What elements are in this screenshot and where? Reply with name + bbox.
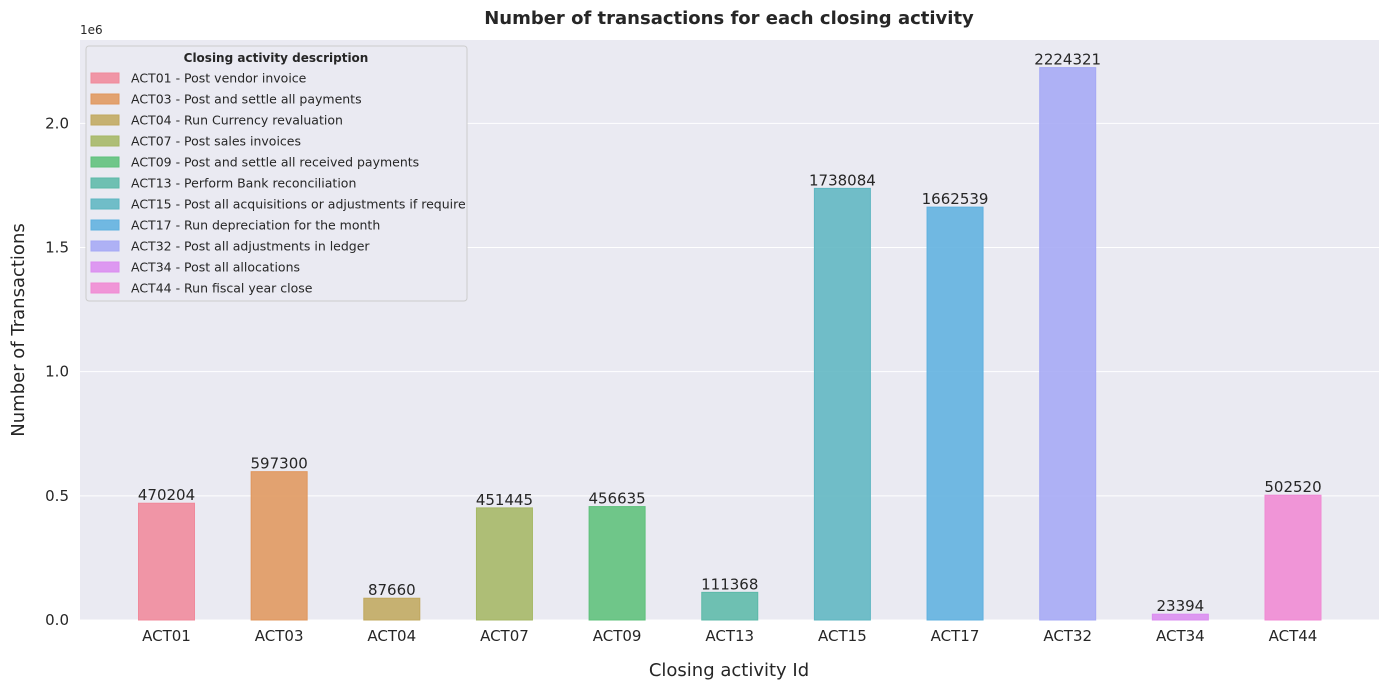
bar-act03 xyxy=(250,471,308,621)
bar-value-label: 597300 xyxy=(251,455,308,473)
x-axis-label: Closing activity Id xyxy=(649,660,809,681)
x-tick-label: ACT34 xyxy=(1156,627,1205,645)
legend-title: Closing activity description xyxy=(184,51,369,65)
bar-act09 xyxy=(588,506,646,621)
y-tick-label: 1.0 xyxy=(45,363,69,381)
legend: Closing activity description ACT01 - Pos… xyxy=(85,45,468,302)
x-tick-labels: ACT01 ACT03 ACT04 ACT07 ACT09 ACT13 ACT15 ACT17… xyxy=(142,627,1317,645)
y-tick-label: 0.0 xyxy=(45,611,69,629)
legend-swatch xyxy=(90,282,120,294)
legend-entry-label: ACT13 - Perform Bank reconciliation xyxy=(131,176,356,191)
x-tick-label: ACT04 xyxy=(367,627,416,645)
bar-value-label: 502520 xyxy=(1264,478,1321,496)
y-scale-exponent-label: 1e6 xyxy=(80,23,103,37)
legend-swatch xyxy=(90,135,120,147)
legend-entries: ACT01 - Post vendor invoice ACT03 - Post … xyxy=(90,71,466,296)
bar-value-label: 1738084 xyxy=(809,171,876,189)
bar-value-labels: 470204 597300 87660 451445 456635 111368 17380… xyxy=(138,51,1322,616)
legend-entry-label: ACT03 - Post and settle all payments xyxy=(131,92,362,107)
x-tick-label: ACT17 xyxy=(931,627,980,645)
legend-swatch xyxy=(90,219,120,231)
x-tick-label: ACT32 xyxy=(1043,627,1092,645)
y-tick-label: 1.5 xyxy=(45,238,69,256)
bar-value-label: 470204 xyxy=(138,486,195,504)
legend-swatch xyxy=(90,93,120,105)
legend-entry-label: ACT07 - Post sales invoices xyxy=(131,134,301,149)
legend-entry-label: ACT15 - Post all acquisitions or adjustm… xyxy=(131,197,466,212)
bar-value-label: 87660 xyxy=(368,581,416,599)
bar-act44 xyxy=(1264,494,1322,621)
bar-act34 xyxy=(1151,613,1209,621)
legend-entry-label: ACT09 - Post and settle all received pay… xyxy=(131,155,419,170)
legend-swatch xyxy=(90,156,120,168)
bar-act17 xyxy=(926,206,984,621)
legend-entry-label: ACT44 - Run fiscal year close xyxy=(131,281,313,296)
bar-value-label: 23394 xyxy=(1156,597,1204,615)
x-tick-label: ACT07 xyxy=(480,627,529,645)
bar-act15 xyxy=(813,187,871,621)
bar-value-label: 2224321 xyxy=(1034,51,1101,69)
bars xyxy=(138,67,1322,621)
x-tick-label: ACT03 xyxy=(255,627,304,645)
bar-value-label: 1662539 xyxy=(922,190,989,208)
bar-value-label: 451445 xyxy=(476,491,533,509)
legend-entry-label: ACT04 - Run Currency revaluation xyxy=(131,113,343,128)
bar-value-label: 456635 xyxy=(588,490,645,508)
bar-act07 xyxy=(475,507,533,621)
legend-entry-label: ACT32 - Post all adjustments in ledger xyxy=(131,239,370,254)
x-tick-label: ACT15 xyxy=(818,627,867,645)
legend-entry-label: ACT01 - Post vendor invoice xyxy=(131,71,307,86)
legend-swatch xyxy=(90,198,120,210)
bar-act04 xyxy=(363,597,421,621)
y-axis-label: Number of Transactions xyxy=(8,223,29,436)
x-tick-label: ACT44 xyxy=(1269,627,1318,645)
chart-title: Number of transactions for each closing … xyxy=(484,8,974,29)
bar-act01 xyxy=(138,502,195,621)
legend-swatch xyxy=(90,261,120,273)
legend-swatch xyxy=(90,72,120,84)
legend-entry-label: ACT34 - Post all allocations xyxy=(131,260,300,275)
legend-swatch xyxy=(90,240,120,252)
x-tick-label: ACT09 xyxy=(593,627,642,645)
x-tick-label: ACT01 xyxy=(142,627,191,645)
bar-act13 xyxy=(701,591,759,621)
legend-swatch xyxy=(90,177,120,189)
bar-value-label: 111368 xyxy=(701,575,758,593)
y-tick-labels: 0.0 0.5 1.0 1.5 2.0 xyxy=(45,114,69,629)
y-tick-label: 0.5 xyxy=(45,487,69,505)
y-tick-label: 2.0 xyxy=(45,114,69,132)
x-tick-label: ACT13 xyxy=(705,627,754,645)
bar-act32 xyxy=(1039,67,1097,621)
legend-entry-label: ACT17 - Run depreciation for the month xyxy=(131,218,380,233)
legend-box xyxy=(85,45,468,302)
legend-swatch xyxy=(90,114,120,126)
